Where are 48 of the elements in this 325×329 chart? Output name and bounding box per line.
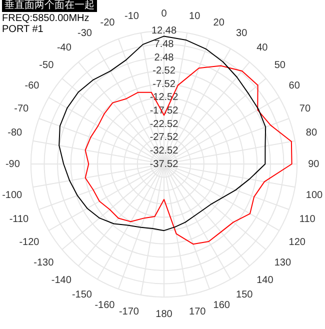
- spoke-label: -150: [72, 290, 92, 301]
- spoke-label: 70: [299, 103, 311, 114]
- spoke-label: 170: [189, 306, 206, 318]
- text: PORT #1: [2, 24, 44, 35]
- y-tick-label: -22.52: [150, 118, 179, 130]
- spoke-label: -140: [51, 275, 72, 286]
- spoke-label: -70: [14, 103, 30, 114]
- y-tick-label: 2.48: [154, 52, 174, 64]
- y-tick-label: 7.48: [154, 38, 174, 50]
- spoke-label: -110: [9, 214, 30, 226]
- spoke-label: -20: [100, 17, 116, 28]
- y-tick-label: -7.52: [152, 78, 176, 90]
- spoke-label: -120: [19, 236, 40, 248]
- spoke-label: -90: [5, 158, 20, 170]
- spoke-label: -100: [2, 190, 23, 201]
- spoke-label: 180: [156, 308, 173, 320]
- y-tick-label: -27.52: [150, 132, 179, 144]
- y-tick-label: -37.52: [150, 158, 179, 170]
- spoke-label: 80: [306, 128, 318, 139]
- spoke-label: 10: [189, 10, 201, 22]
- spoke-label: 140: [256, 275, 274, 286]
- spoke-label: -30: [78, 28, 92, 39]
- spoke-label: -10: [124, 10, 140, 22]
- spoke-label: 90: [308, 158, 320, 170]
- chart-title: 垂直面两个面在一起: [2, 0, 97, 12]
- text: FREQ:5850.00MHz: [2, 13, 90, 24]
- spoke-label: 120: [288, 236, 306, 248]
- y-tick-label: -32.52: [150, 145, 179, 156]
- spoke-label: 50: [274, 60, 286, 72]
- y-tick-label: -2.52: [152, 66, 176, 77]
- spoke-label: 0: [161, 8, 168, 20]
- spoke-label: 30: [236, 28, 248, 39]
- spoke-label: -160: [94, 300, 116, 312]
- spoke-label: 160: [213, 300, 230, 312]
- spoke-label: 40: [256, 42, 268, 54]
- spoke-label: 130: [274, 257, 292, 268]
- spoke-label: 20: [213, 17, 225, 28]
- spoke-label: -40: [56, 42, 72, 54]
- spoke-label: -170: [118, 306, 140, 318]
- spoke-label: 60: [288, 80, 300, 92]
- spoke-label: -80: [8, 128, 23, 139]
- spoke-label: -60: [24, 80, 40, 92]
- spoke-label: -130: [34, 257, 54, 268]
- y-tick-label: 12.48: [151, 26, 177, 37]
- spoke-label: 100: [306, 190, 323, 201]
- spoke-label: 150: [236, 290, 254, 301]
- spoke-label: 110: [299, 214, 316, 226]
- spoke-label: -50: [39, 60, 54, 72]
